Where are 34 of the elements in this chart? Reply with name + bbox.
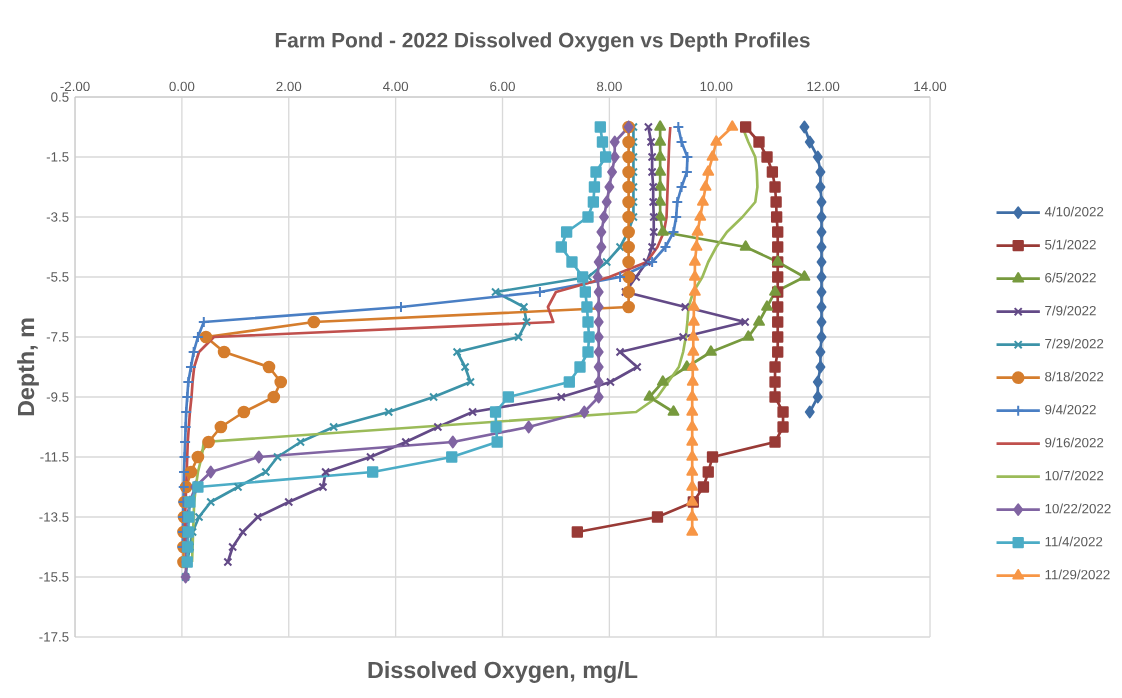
x-tick-label: 10.00 xyxy=(700,81,733,92)
x-tick-label: 0.00 xyxy=(169,81,195,92)
y-tick-label: -3.5 xyxy=(46,212,69,222)
legend-label: 4/10/2022 xyxy=(1044,206,1104,217)
legend-label: 6/5/2022 xyxy=(1045,272,1096,283)
legend-label: 8/18/2022 xyxy=(1045,371,1104,382)
legend-label: 10/7/2022 xyxy=(1045,470,1104,481)
x-tick-label: 8.00 xyxy=(596,81,622,92)
y-tick-label: -1.5 xyxy=(46,152,69,162)
y-tick-label: -11.5 xyxy=(40,452,69,462)
y-tick-label: -9.5 xyxy=(46,392,69,402)
y-axis-title: Depth, m xyxy=(17,318,39,416)
y-tick-label: -15.5 xyxy=(39,572,69,582)
y-tick-label: 0.5 xyxy=(51,92,69,102)
y-tick-label: -5.5 xyxy=(46,272,69,282)
x-tick-label: -2.00 xyxy=(60,81,90,92)
legend-label: 10/22/2022 xyxy=(1045,503,1111,514)
x-axis-title: Dissolved Oxygen, mg/L xyxy=(368,661,638,683)
legend-label: 9/16/2022 xyxy=(1045,437,1104,448)
chart-title: Farm Pond - 2022 Dissolved Oxygen vs Depth Profiles xyxy=(275,32,810,52)
y-tick-label: -7.5 xyxy=(46,332,69,342)
x-tick-label: 14.00 xyxy=(914,81,947,92)
x-tick-label: 4.00 xyxy=(382,81,409,92)
x-tick-label: 6.00 xyxy=(490,81,515,92)
y-tick-label: -17.5 xyxy=(39,632,69,642)
y-tick-label: -13.5 xyxy=(39,512,69,522)
legend-label: 9/4/2022 xyxy=(1045,404,1096,415)
legend-label: 11/4/2022 xyxy=(1045,536,1103,547)
legend-label: 5/1/2022 xyxy=(1045,239,1096,250)
legend-label: 7/9/2022 xyxy=(1045,305,1096,316)
x-tick-label: 2.00 xyxy=(276,81,302,92)
legend-label: 7/29/2022 xyxy=(1045,338,1104,349)
x-tick-label: 12.00 xyxy=(807,81,840,92)
legend-label: 11/29/2022 xyxy=(1045,569,1110,580)
